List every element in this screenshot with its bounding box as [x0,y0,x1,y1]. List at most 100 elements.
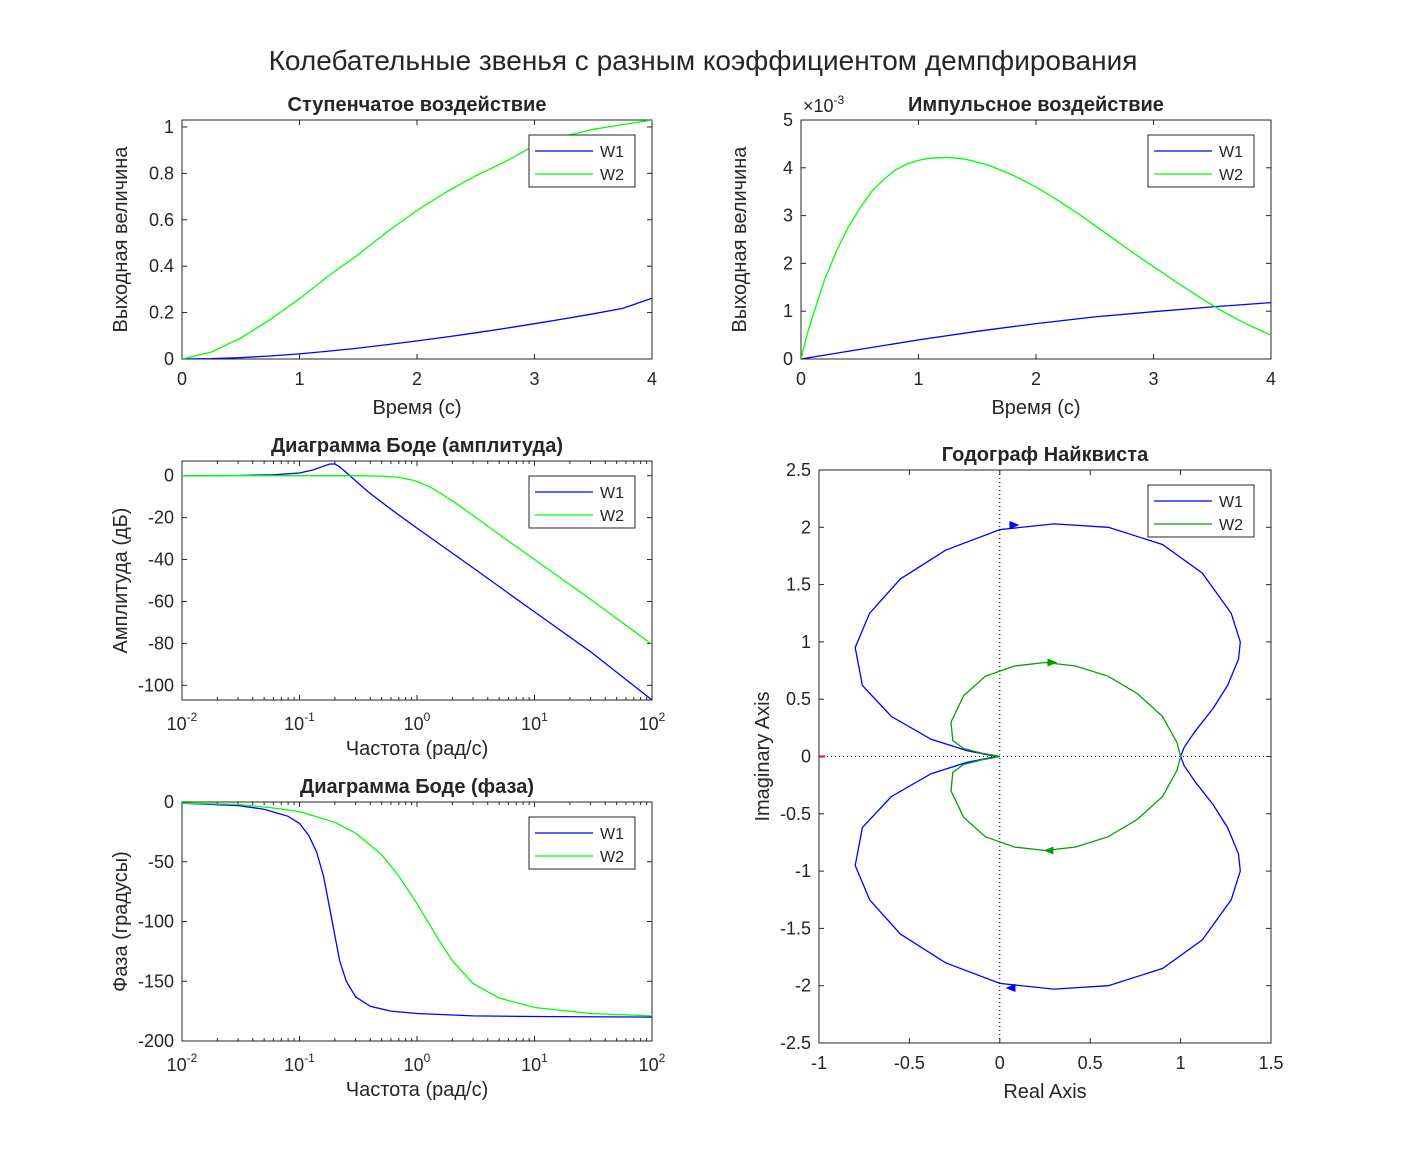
y-tick-label: 0 [164,349,174,369]
x-tick-label: 4 [1266,369,1276,389]
x-tick-label: 1 [1176,1053,1186,1073]
y-tick-label: -200 [138,1031,174,1051]
x-axis-label: Частота (рад/с) [346,738,488,760]
y-tick-label: 3 [783,206,793,226]
direction-arrow-W2 [1047,658,1058,667]
x-tick-label: 102 [639,710,666,734]
series-line-W2 [950,661,1182,758]
chart-impulse: 0 1 2 3 4 0 1 2 3 4 5 ×10-3 Импульсное воздействие Вр… [729,93,1276,419]
direction-arrow-W2 [1043,846,1054,855]
x-tick-label: 100 [404,1051,431,1075]
chart-title: Ступенчатое воздействие [288,94,547,116]
series-line-W1 [801,301,1271,359]
series-line-W1 [854,523,1241,758]
y-tick-label: -100 [138,675,174,695]
x-axis-label: Real Axis [1003,1081,1086,1103]
legend-label-W1: W1 [600,826,624,843]
figure-title: Колебательные звенья с разным коэффициен… [269,45,1138,76]
series-line-W2 [801,156,1271,359]
y-tick-label: -20 [148,508,174,528]
y-tick-label: 2 [783,253,793,273]
chart-title: Диаграмма Боде (амплитуда) [271,435,563,457]
y-tick-label: -40 [148,550,174,570]
chart-bode_phase: 10-2 10-1 100 101 102 0 -50 -100 -150 -200 Диаграм… [110,776,666,1101]
legend-label-W2: W2 [1219,517,1243,534]
legend-label-W2: W2 [600,508,624,525]
y-tick-label: 5 [783,110,793,130]
chart-bode_mag: 10-2 10-1 100 101 102 0 -20 -40 -60 -80 -100 Диагра… [110,435,666,760]
x-tick-label: 101 [521,710,548,734]
y-tick-label: 2 [801,517,811,537]
series-line-W2 [182,120,652,359]
legend-label-W1: W1 [600,485,624,502]
legend-box [1147,134,1255,188]
legend-label-W2: W2 [600,167,624,184]
legend-label-W2: W2 [600,849,624,866]
y-tick-label: 0.6 [149,210,174,230]
series-line-W1 [182,297,652,359]
direction-arrow-W1 [1009,521,1020,530]
y-tick-label: -50 [148,852,174,872]
chart-title: Диаграмма Боде (фаза) [300,776,534,798]
legend-label-W1: W1 [1219,494,1243,511]
y-axis-label: Амплитуда (дБ) [110,508,132,654]
y-tick-label: 0.2 [149,303,174,323]
legend-box [528,475,636,529]
x-tick-label: 0 [796,369,806,389]
y-tick-label: 0.4 [149,256,174,276]
chart-title: Годограф Найквиста [942,444,1149,466]
y-axis-label: Фаза (градусы) [110,851,132,992]
y-tick-label: -100 [138,912,174,932]
y-tick-label: 1 [783,301,793,321]
y-tick-label: -1.5 [780,918,811,938]
series-line-W1 [182,463,652,700]
direction-arrow-W1 [1005,983,1016,992]
y-tick-label: -0.5 [780,804,811,824]
legend-box [528,816,636,870]
y-tick-label: -2 [795,976,811,996]
x-tick-label: 10-2 [167,710,198,734]
x-tick-label: 0 [995,1053,1005,1073]
x-tick-label: -1 [811,1053,827,1073]
legend-label-W2: W2 [1219,167,1243,184]
legend-label-W1: W1 [1219,144,1243,161]
x-tick-label: 4 [647,369,657,389]
y-tick-label: -60 [148,591,174,611]
x-tick-label: 10-1 [284,1051,315,1075]
x-tick-label: 1.5 [1258,1053,1283,1073]
y-tick-label: 1 [164,117,174,137]
x-tick-label: 101 [521,1051,548,1075]
x-tick-label: 0.5 [1078,1053,1103,1073]
y-tick-label: 1 [801,632,811,652]
x-axis-label: Время (с) [372,397,461,419]
x-tick-label: 3 [1148,369,1158,389]
series-line-mirror-W2 [950,755,1182,852]
x-tick-label: 1 [294,369,304,389]
y-tick-label: 0 [164,466,174,486]
y-tick-label: 0 [164,792,174,812]
legend-label-W1: W1 [600,144,624,161]
legend-box [1147,484,1255,538]
y-tick-label: -150 [138,971,174,991]
legend-box [528,134,636,188]
x-tick-label: 100 [404,710,431,734]
y-tick-label: -80 [148,633,174,653]
y-axis-label: Выходная величина [729,146,751,333]
x-tick-label: 0 [177,369,187,389]
x-tick-label: -0.5 [894,1053,925,1073]
x-tick-label: 1 [913,369,923,389]
y-tick-label: -2.5 [780,1033,811,1053]
y-tick-label: 0.5 [786,689,811,709]
x-tick-label: 10-2 [167,1051,198,1075]
chart-title: Импульсное воздействие [908,94,1164,116]
series-line-mirror-W1 [854,755,1241,990]
chart-nyquist: -1 -0.5 0 0.5 1 1.5 2.5 2 1.5 1 0.5 0 -0.5 -1 -1.5 -2 -2… [752,444,1284,1103]
y-axis-label: Выходная величина [110,146,132,333]
series-line-W2 [182,802,652,1017]
x-tick-label: 102 [639,1051,666,1075]
